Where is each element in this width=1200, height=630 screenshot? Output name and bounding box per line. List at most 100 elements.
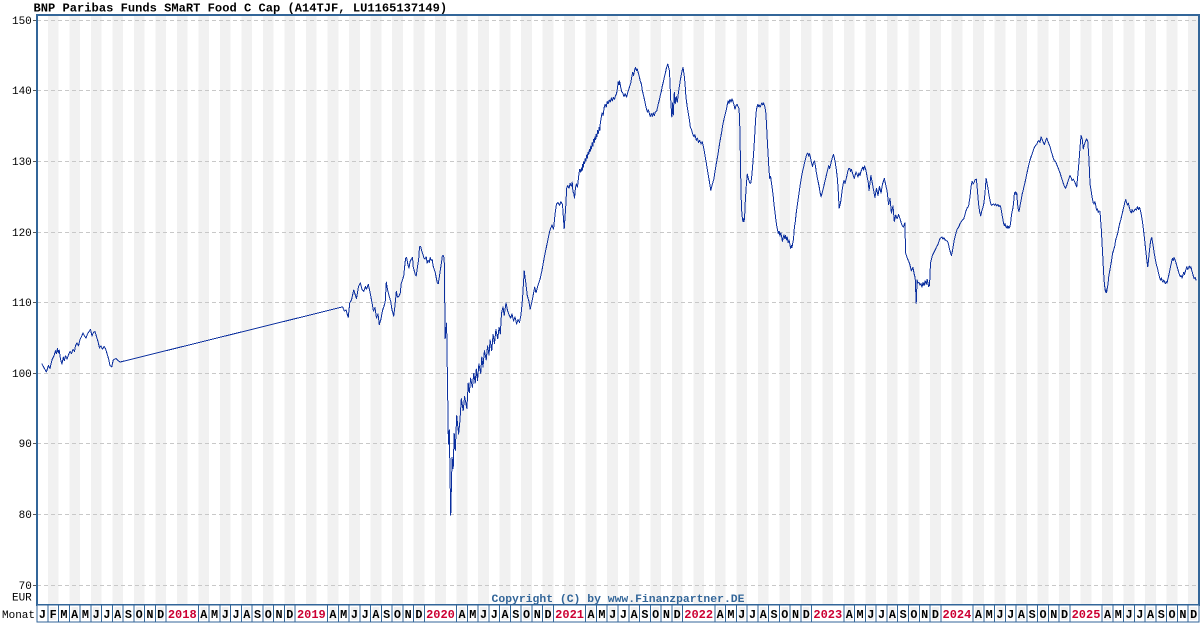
svg-text:J: J (362, 608, 369, 622)
svg-text:150: 150 (12, 16, 32, 28)
svg-text:J: J (738, 608, 745, 622)
svg-text:J: J (1126, 608, 1133, 622)
svg-text:A: A (458, 608, 466, 622)
svg-text:EUR: EUR (12, 592, 32, 604)
svg-text:A: A (717, 608, 725, 622)
svg-text:J: J (93, 608, 100, 622)
svg-text:J: J (1007, 608, 1014, 622)
svg-text:2020: 2020 (426, 608, 455, 622)
svg-text:A: A (200, 608, 208, 622)
svg-text:J: J (491, 608, 498, 622)
svg-text:J: J (878, 608, 885, 622)
svg-text:D: D (1190, 608, 1197, 622)
svg-text:S: S (641, 608, 648, 622)
svg-text:J: J (351, 608, 358, 622)
svg-text:A: A (501, 608, 509, 622)
svg-text:O: O (523, 608, 530, 622)
svg-text:90: 90 (19, 439, 32, 451)
svg-text:2019: 2019 (297, 608, 326, 622)
svg-text:A: A (243, 608, 251, 622)
svg-text:BNP Paribas Funds SMaRT Food C: BNP Paribas Funds SMaRT Food C Cap (A14T… (34, 2, 448, 16)
svg-text:M: M (986, 608, 993, 622)
svg-text:Copyright (C) by www.Finanzpar: Copyright (C) by www.Finanzpartner.DE (492, 594, 745, 606)
svg-text:A: A (889, 608, 897, 622)
svg-text:D: D (415, 608, 422, 622)
svg-text:O: O (652, 608, 659, 622)
svg-text:2025: 2025 (1072, 608, 1101, 622)
svg-text:M: M (727, 608, 734, 622)
svg-text:2021: 2021 (555, 608, 584, 622)
svg-text:M: M (469, 608, 476, 622)
svg-text:110: 110 (12, 298, 32, 310)
svg-text:D: D (1061, 608, 1068, 622)
svg-text:130: 130 (12, 157, 32, 169)
svg-text:120: 120 (12, 228, 32, 240)
svg-text:70: 70 (19, 581, 32, 593)
svg-text:A: A (1147, 608, 1155, 622)
svg-text:S: S (125, 608, 132, 622)
svg-text:A: A (1018, 608, 1026, 622)
svg-text:M: M (598, 608, 605, 622)
svg-text:O: O (1039, 608, 1046, 622)
svg-text:A: A (975, 608, 983, 622)
svg-text:S: S (254, 608, 261, 622)
svg-text:S: S (900, 608, 907, 622)
svg-text:J: J (480, 608, 487, 622)
svg-text:S: S (1029, 608, 1036, 622)
svg-text:M: M (82, 608, 89, 622)
svg-text:J: J (749, 608, 756, 622)
svg-text:A: A (1104, 608, 1112, 622)
svg-text:J: J (996, 608, 1003, 622)
svg-text:S: S (1158, 608, 1165, 622)
svg-text:D: D (803, 608, 810, 622)
svg-text:N: N (1179, 608, 1186, 622)
svg-text:A: A (760, 608, 768, 622)
svg-text:M: M (60, 608, 67, 622)
svg-text:M: M (857, 608, 864, 622)
svg-text:D: D (545, 608, 552, 622)
svg-text:D: D (286, 608, 293, 622)
svg-text:S: S (512, 608, 519, 622)
svg-text:M: M (340, 608, 347, 622)
svg-text:J: J (39, 608, 46, 622)
svg-text:O: O (394, 608, 401, 622)
svg-text:M: M (211, 608, 218, 622)
svg-text:A: A (329, 608, 337, 622)
svg-text:D: D (157, 608, 164, 622)
svg-text:J: J (1136, 608, 1143, 622)
svg-text:O: O (781, 608, 788, 622)
svg-text:80: 80 (19, 510, 32, 522)
svg-text:140: 140 (12, 86, 32, 98)
svg-text:F: F (50, 608, 57, 622)
svg-text:S: S (383, 608, 390, 622)
svg-text:2024: 2024 (943, 608, 972, 622)
svg-text:A: A (71, 608, 79, 622)
svg-text:S: S (770, 608, 777, 622)
svg-text:N: N (276, 608, 283, 622)
svg-text:N: N (405, 608, 412, 622)
svg-text:N: N (534, 608, 541, 622)
svg-text:100: 100 (12, 369, 32, 381)
svg-text:2018: 2018 (168, 608, 197, 622)
svg-text:J: J (222, 608, 229, 622)
svg-text:2022: 2022 (684, 608, 713, 622)
svg-text:N: N (1050, 608, 1057, 622)
svg-text:O: O (265, 608, 272, 622)
svg-text:D: D (932, 608, 939, 622)
svg-text:N: N (663, 608, 670, 622)
svg-text:D: D (674, 608, 681, 622)
svg-text:O: O (910, 608, 917, 622)
svg-text:J: J (620, 608, 627, 622)
svg-text:A: A (846, 608, 854, 622)
svg-text:2023: 2023 (813, 608, 842, 622)
svg-text:A: A (588, 608, 596, 622)
svg-text:N: N (792, 608, 799, 622)
svg-text:O: O (136, 608, 143, 622)
svg-text:Monat: Monat (2, 610, 35, 622)
svg-text:A: A (114, 608, 122, 622)
svg-text:N: N (146, 608, 153, 622)
svg-text:A: A (372, 608, 380, 622)
svg-text:J: J (867, 608, 874, 622)
svg-text:J: J (609, 608, 616, 622)
svg-text:J: J (233, 608, 240, 622)
